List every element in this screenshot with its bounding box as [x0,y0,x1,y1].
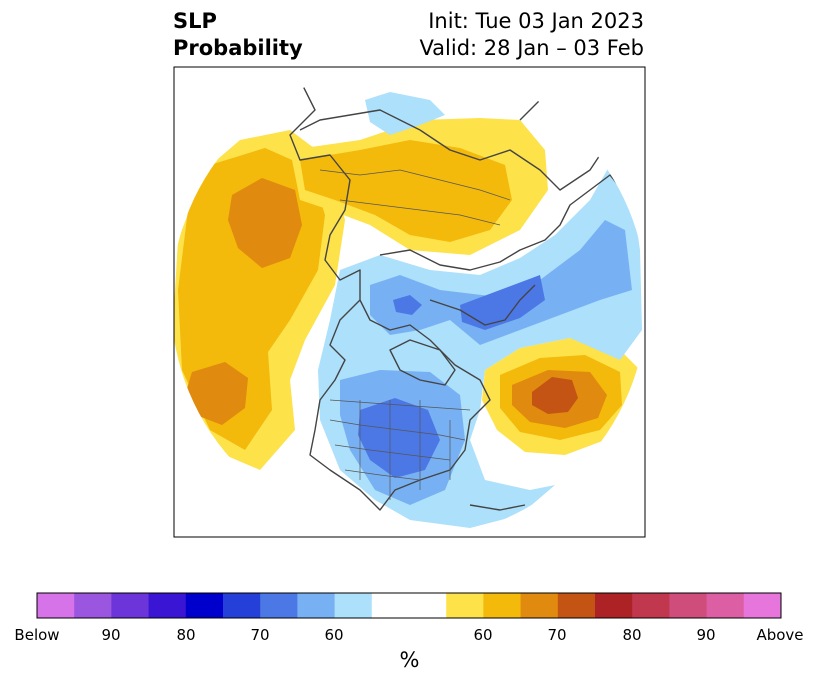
country-borders [319,169,511,500]
colorbar-tick-label: 90 [101,626,121,644]
colorbar [37,593,782,618]
colorbar-tick-label: 90 [696,626,716,644]
shade-above-80-pacific-south [185,362,248,425]
colorbar-segment [371,593,410,618]
title-type: Probability [173,36,303,60]
colorbar-segment [111,593,150,618]
colorbar-segment [743,593,782,618]
colorbar-unit: % [399,648,420,672]
coastlines [289,79,641,511]
colorbar-segment [595,593,633,618]
colorbar-tick-label: 70 [250,626,270,644]
shade-above-70-eurasia [300,140,512,242]
colorbar-segment [706,593,745,618]
colorbar-segment [520,593,559,618]
shade-below-80-baffin [393,295,422,315]
shade-above-80-pacific-north [228,178,302,268]
colorbar-segment [297,593,336,618]
colorbar-tick-label: 60 [324,626,344,644]
valid-range: Valid: 28 Jan – 03 Feb [419,36,644,60]
colorbar-segment [334,593,373,618]
colorbar-segment [409,593,447,618]
shade-below-70-arctic [370,220,632,345]
colorbar-segment [148,593,187,618]
colorbar-tick-label: Below [14,626,60,644]
colorbar-segment [185,593,224,618]
colorbar-tick-label: 70 [547,626,567,644]
colorbar-tick-label: Above [756,626,804,644]
shade-below-80-arctic [460,275,545,330]
map-disk [174,67,645,537]
shade-below-80-usa [358,398,440,478]
colorbar-segment [669,593,708,618]
colorbar-segment [223,593,261,618]
colorbar-segment [74,593,112,618]
colorbar-segment [37,593,75,618]
colorbar-segment [632,593,670,618]
title-variable: SLP [173,9,217,33]
shade-above-90-atlantic [532,377,578,414]
colorbar-frame [36,592,782,619]
init-date: Init: Tue 03 Jan 2023 [428,9,644,33]
colorbar-segment [260,593,298,618]
colorbar-tick-labels: Below 90 80 70 60 60 70 80 90 Above [0,626,819,646]
colorbar-tick-label: 60 [473,626,493,644]
map-title-right: Init: Tue 03 Jan 2023 Valid: 28 Jan – 03… [419,8,644,62]
shade-below-60-siberia [365,92,445,135]
colorbar-segment [446,593,484,618]
colorbar-segment [483,593,522,618]
colorbar-segment [557,593,596,618]
map-title-left: SLP Probability [173,8,303,62]
map-frame [173,66,646,538]
colorbar-tick-label: 80 [176,626,196,644]
colorbar-tick-label: 80 [622,626,642,644]
